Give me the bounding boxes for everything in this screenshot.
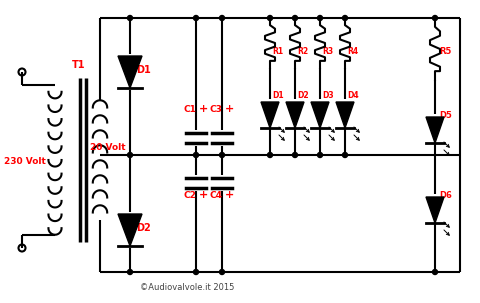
- Text: D4: D4: [347, 92, 359, 101]
- Circle shape: [193, 15, 199, 21]
- Text: +: +: [225, 104, 234, 114]
- Text: T1: T1: [72, 60, 85, 70]
- Polygon shape: [261, 102, 279, 128]
- Text: R5: R5: [439, 48, 451, 56]
- Text: D5: D5: [439, 111, 452, 119]
- Text: D2: D2: [136, 223, 151, 233]
- Polygon shape: [426, 117, 444, 143]
- Text: D6: D6: [439, 191, 452, 199]
- Circle shape: [128, 15, 132, 21]
- Circle shape: [317, 152, 323, 158]
- Text: D3: D3: [322, 92, 334, 101]
- Circle shape: [432, 269, 437, 275]
- Circle shape: [128, 152, 132, 158]
- Polygon shape: [426, 197, 444, 223]
- Circle shape: [219, 152, 225, 158]
- Text: C1: C1: [183, 105, 196, 114]
- Text: R3: R3: [322, 48, 333, 56]
- Polygon shape: [336, 102, 354, 128]
- Polygon shape: [311, 102, 329, 128]
- Text: C4: C4: [209, 191, 222, 200]
- Text: 20 Volt: 20 Volt: [90, 144, 126, 152]
- Text: +: +: [225, 190, 234, 200]
- Text: C3: C3: [209, 105, 222, 114]
- Circle shape: [219, 269, 225, 275]
- Text: R4: R4: [347, 48, 358, 56]
- Text: R1: R1: [272, 48, 283, 56]
- Polygon shape: [118, 56, 142, 88]
- Circle shape: [193, 269, 199, 275]
- Text: +: +: [199, 190, 208, 200]
- Circle shape: [343, 15, 348, 21]
- Circle shape: [219, 15, 225, 21]
- Text: +: +: [199, 104, 208, 114]
- Polygon shape: [118, 214, 142, 246]
- Text: 230 Volt: 230 Volt: [4, 158, 46, 167]
- Circle shape: [343, 152, 348, 158]
- Polygon shape: [286, 102, 304, 128]
- Text: C2: C2: [183, 191, 196, 200]
- Circle shape: [292, 152, 298, 158]
- Text: ©Audiovalvole.it 2015: ©Audiovalvole.it 2015: [140, 284, 234, 292]
- Text: D1: D1: [136, 65, 151, 75]
- Circle shape: [432, 15, 437, 21]
- Circle shape: [317, 15, 323, 21]
- Text: R2: R2: [297, 48, 308, 56]
- Circle shape: [267, 15, 273, 21]
- Text: D2: D2: [297, 92, 309, 101]
- Circle shape: [193, 152, 199, 158]
- Text: D1: D1: [272, 92, 284, 101]
- Circle shape: [128, 269, 132, 275]
- Circle shape: [292, 15, 298, 21]
- Circle shape: [267, 152, 273, 158]
